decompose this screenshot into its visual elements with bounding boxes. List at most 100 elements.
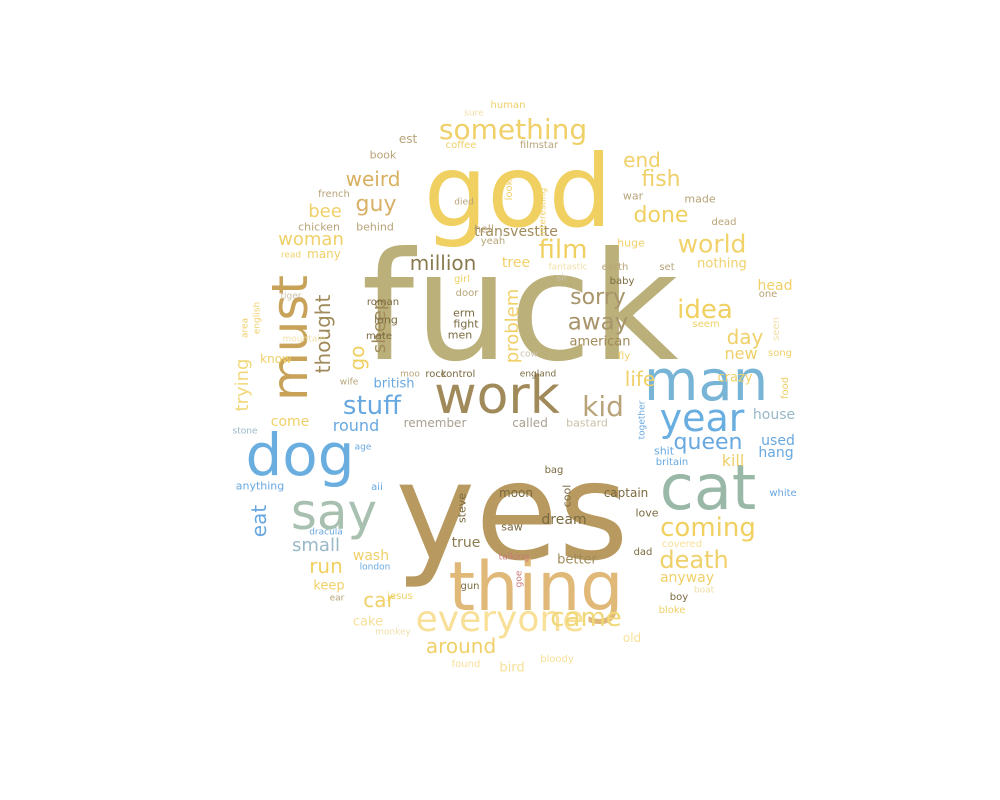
word: kid <box>582 390 624 423</box>
word: erm <box>453 306 475 320</box>
word: nothing <box>697 256 747 272</box>
word: girl <box>453 274 471 285</box>
word: car <box>363 588 395 612</box>
word: look <box>504 179 515 201</box>
word: idea <box>677 295 733 325</box>
word: head <box>757 278 793 294</box>
word: dracula <box>309 527 343 538</box>
word: died <box>454 197 474 208</box>
word: true <box>451 535 481 551</box>
word: yeah <box>480 236 506 247</box>
word: tree <box>501 255 531 271</box>
word: new <box>724 344 758 363</box>
word: saw <box>501 520 523 534</box>
word: age <box>354 442 372 453</box>
word: american <box>569 334 631 350</box>
word: gun <box>460 581 480 592</box>
word: sorry <box>570 285 626 310</box>
word: dad <box>633 547 653 558</box>
word: fantastic <box>548 262 588 273</box>
word: moo <box>400 369 420 380</box>
word: everyone <box>415 599 585 640</box>
word: steve <box>455 492 469 524</box>
word: men <box>447 328 473 342</box>
word: area <box>240 317 251 339</box>
word: mate <box>366 331 392 342</box>
word: stone <box>232 426 258 437</box>
word: baby <box>609 276 635 287</box>
word: monkey <box>375 627 411 638</box>
word: film <box>538 235 588 265</box>
word: around <box>425 634 497 658</box>
word: found <box>451 659 481 670</box>
word: fight <box>453 317 479 331</box>
word: fish <box>641 167 681 192</box>
word: stuff <box>342 391 402 421</box>
word: something <box>438 113 588 146</box>
word: control <box>440 369 476 380</box>
word: fuck <box>361 221 679 395</box>
word: made <box>684 192 716 206</box>
word: one <box>758 289 778 300</box>
word: huge <box>617 236 645 250</box>
word: many <box>307 247 341 261</box>
word: thing <box>448 548 624 627</box>
word: boy <box>669 592 689 603</box>
word: anything <box>235 479 285 493</box>
word: britain <box>655 457 689 468</box>
word: hell <box>474 222 494 236</box>
word: london <box>359 562 391 573</box>
word: filmstar <box>519 140 559 151</box>
word: behind <box>356 220 394 234</box>
word: eat <box>247 504 271 538</box>
word: remember <box>403 416 467 430</box>
word: aii <box>371 482 383 493</box>
word: goe <box>514 570 525 588</box>
word: roman <box>366 297 400 308</box>
word: chicken <box>298 220 340 234</box>
word: anyway <box>659 570 715 586</box>
word: say <box>290 483 378 541</box>
word: world <box>677 229 747 259</box>
word: dream <box>541 512 587 528</box>
word: crazy <box>717 370 753 386</box>
word: bloody <box>540 654 574 665</box>
word: set <box>659 262 675 273</box>
word: seen <box>771 317 782 341</box>
word: war <box>622 189 644 203</box>
word: house <box>752 407 796 423</box>
word: yes <box>395 433 629 591</box>
word: called <box>512 416 548 430</box>
word: read <box>280 250 302 261</box>
word: life <box>624 367 656 391</box>
word: bird <box>499 660 525 676</box>
word: keep <box>313 578 345 594</box>
word: kill <box>721 451 745 470</box>
word: bloke <box>658 605 686 616</box>
word: fly <box>617 351 631 362</box>
word: go <box>345 345 369 371</box>
word: done <box>633 203 689 228</box>
word: come <box>270 414 310 430</box>
word: moon <box>499 486 533 500</box>
word: run <box>309 554 343 578</box>
word: sir <box>556 273 568 284</box>
word: trying <box>232 358 253 412</box>
word: round <box>332 416 380 435</box>
word: love <box>635 506 659 520</box>
word: wash <box>352 548 390 564</box>
word: know <box>260 352 292 366</box>
word: cat <box>659 451 757 524</box>
word: transvestite <box>474 224 558 240</box>
word: small <box>292 535 340 556</box>
word: god <box>423 133 613 250</box>
word: sure <box>464 108 484 119</box>
word: better <box>557 552 597 568</box>
word: cool <box>560 484 574 508</box>
word: dog <box>245 421 355 489</box>
word: coffee <box>445 140 477 151</box>
word: food <box>780 376 791 400</box>
word: away <box>567 309 629 336</box>
word: cow <box>520 349 538 360</box>
word: ear <box>329 593 345 604</box>
